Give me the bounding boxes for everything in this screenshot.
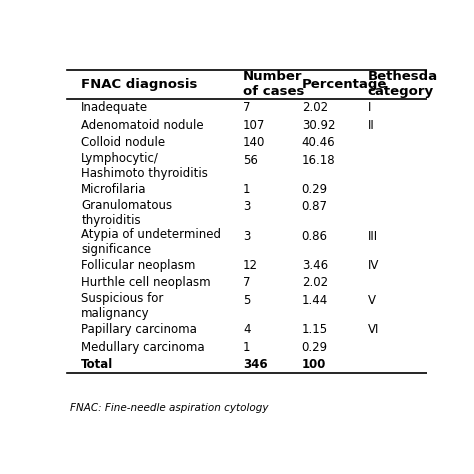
Text: 5: 5 bbox=[243, 294, 250, 307]
Text: Follicular neoplasm: Follicular neoplasm bbox=[82, 259, 196, 272]
Text: 2.02: 2.02 bbox=[301, 276, 328, 289]
Text: V: V bbox=[368, 294, 376, 307]
Text: 2.02: 2.02 bbox=[301, 101, 328, 114]
Text: 107: 107 bbox=[243, 118, 265, 132]
Text: Suspicious for
malignancy: Suspicious for malignancy bbox=[82, 292, 164, 320]
Text: 0.86: 0.86 bbox=[301, 229, 328, 243]
Text: 30.92: 30.92 bbox=[301, 118, 335, 132]
Text: 3: 3 bbox=[243, 201, 250, 213]
Text: Inadequate: Inadequate bbox=[82, 101, 148, 114]
Text: Bethesda
category: Bethesda category bbox=[368, 70, 438, 98]
Text: FNAC diagnosis: FNAC diagnosis bbox=[82, 78, 198, 91]
Text: 140: 140 bbox=[243, 136, 265, 149]
Text: 3.46: 3.46 bbox=[301, 259, 328, 272]
Text: 100: 100 bbox=[301, 358, 326, 371]
Text: Granulomatous
thyroiditis: Granulomatous thyroiditis bbox=[82, 199, 173, 227]
Text: 0.87: 0.87 bbox=[301, 201, 328, 213]
Text: IV: IV bbox=[368, 259, 379, 272]
Text: Papillary carcinoma: Papillary carcinoma bbox=[82, 323, 197, 336]
Text: 0.29: 0.29 bbox=[301, 183, 328, 196]
Text: 56: 56 bbox=[243, 154, 258, 167]
Text: 7: 7 bbox=[243, 276, 250, 289]
Text: Lymphocytic/
Hashimoto thyroiditis: Lymphocytic/ Hashimoto thyroiditis bbox=[82, 152, 208, 180]
Text: 0.29: 0.29 bbox=[301, 340, 328, 354]
Text: 7: 7 bbox=[243, 101, 250, 114]
Text: Total: Total bbox=[82, 358, 114, 371]
Text: Colloid nodule: Colloid nodule bbox=[82, 136, 165, 149]
Text: 40.46: 40.46 bbox=[301, 136, 335, 149]
Text: Number
of cases: Number of cases bbox=[243, 70, 304, 98]
Text: Atypia of undetermined
significance: Atypia of undetermined significance bbox=[82, 228, 221, 256]
Text: Hurthle cell neoplasm: Hurthle cell neoplasm bbox=[82, 276, 211, 289]
Text: 346: 346 bbox=[243, 358, 267, 371]
Text: III: III bbox=[368, 229, 378, 243]
Text: I: I bbox=[368, 101, 371, 114]
Text: 1.15: 1.15 bbox=[301, 323, 328, 336]
Text: Medullary carcinoma: Medullary carcinoma bbox=[82, 340, 205, 354]
Text: 1.44: 1.44 bbox=[301, 294, 328, 307]
Text: FNAC: Fine-needle aspiration cytology: FNAC: Fine-needle aspiration cytology bbox=[70, 403, 269, 413]
Text: VI: VI bbox=[368, 323, 379, 336]
Text: Microfilaria: Microfilaria bbox=[82, 183, 147, 196]
Text: II: II bbox=[368, 118, 374, 132]
Text: Adenomatoid nodule: Adenomatoid nodule bbox=[82, 118, 204, 132]
Text: 4: 4 bbox=[243, 323, 250, 336]
Text: 12: 12 bbox=[243, 259, 258, 272]
Text: 3: 3 bbox=[243, 229, 250, 243]
Text: 1: 1 bbox=[243, 340, 250, 354]
Text: Percentage: Percentage bbox=[301, 78, 387, 91]
Text: 1: 1 bbox=[243, 183, 250, 196]
Text: 16.18: 16.18 bbox=[301, 154, 335, 167]
